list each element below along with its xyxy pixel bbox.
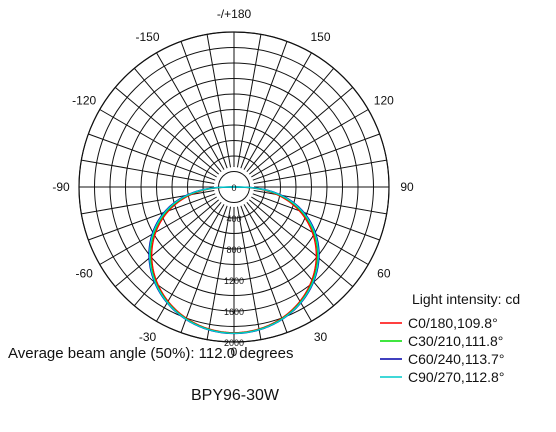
angle-labels: -/+180 150 120 90 60 30 -30 -60 -90 -120 -150 0 — [52, 7, 414, 359]
grid-spoke — [253, 159, 387, 185]
grid-spoke — [236, 206, 262, 340]
grid-spoke — [99, 109, 217, 178]
grid-spoke — [180, 41, 228, 169]
intensity-curves — [148, 186, 320, 335]
grid-spoke — [246, 67, 335, 173]
radial-label: 1600 — [224, 307, 244, 317]
grid-spoke — [206, 34, 232, 168]
grid-spoke — [206, 206, 232, 340]
beam-angle-caption: Average beam angle (50%): 112.0 degrees — [8, 345, 294, 362]
grid-spoke — [246, 201, 335, 307]
legend-label: C0/180,109.8° — [408, 315, 498, 331]
grid-spoke — [236, 34, 262, 168]
curve-series-3 — [148, 186, 320, 335]
model-name: BPY96-30W — [190, 387, 280, 404]
grid-spoke — [114, 86, 220, 175]
grid-spoke — [251, 196, 369, 265]
grid-spoke — [251, 109, 369, 178]
grid-spoke — [99, 196, 217, 265]
angle-label: -/+180 — [217, 7, 252, 21]
grid-spoke — [240, 205, 288, 333]
radial-label: 800 — [226, 245, 241, 255]
legend: Light intensity: cd C0/180,109.8° C30/210… — [380, 291, 520, 385]
legend-label: C60/240,113.7° — [408, 351, 504, 367]
legend-items: C0/180,109.8° C30/210,111.8° C60/240,113.7… — [380, 315, 504, 385]
grid-spoke — [156, 52, 225, 170]
radial-labels: 0 400 800 1200 1600 2000 — [224, 183, 244, 348]
radial-label: 400 — [226, 214, 241, 224]
grid-spoke — [88, 133, 216, 181]
radial-label: 1200 — [224, 276, 244, 286]
grid-spoke — [114, 199, 220, 288]
grid-spoke — [133, 201, 222, 307]
angle-label: 30 — [314, 330, 328, 344]
grid-spoke — [248, 199, 354, 288]
grid-spoke — [252, 133, 380, 181]
grid-outer-circle — [78, 31, 390, 343]
grid-spoke — [252, 193, 380, 241]
grid-spoke — [240, 41, 288, 169]
legend-label: C30/210,111.8° — [408, 333, 503, 349]
angle-label: 150 — [310, 30, 330, 44]
angle-label: 60 — [377, 267, 391, 281]
angle-label: 90 — [400, 180, 414, 194]
grid-spoke — [248, 86, 354, 175]
radial-label: 2000 — [224, 338, 244, 348]
grid-spoke — [180, 205, 228, 333]
polar-grid — [78, 31, 390, 343]
grid-spoke — [133, 67, 222, 173]
angle-label: 120 — [374, 94, 394, 108]
radial-label: 0 — [231, 183, 236, 193]
legend-label: C90/270,112.8° — [408, 369, 504, 385]
angle-label: -120 — [72, 94, 96, 108]
angle-label: -60 — [76, 267, 94, 281]
angle-label-bottom: 0 — [231, 345, 238, 359]
grid-spoke — [88, 193, 216, 241]
grid-spoke — [243, 52, 312, 170]
legend-title: Light intensity: cd — [412, 291, 520, 307]
angle-label: -30 — [139, 330, 157, 344]
grid-spoke — [81, 159, 215, 185]
angle-label: -150 — [135, 30, 159, 44]
angle-label: -90 — [52, 180, 70, 194]
